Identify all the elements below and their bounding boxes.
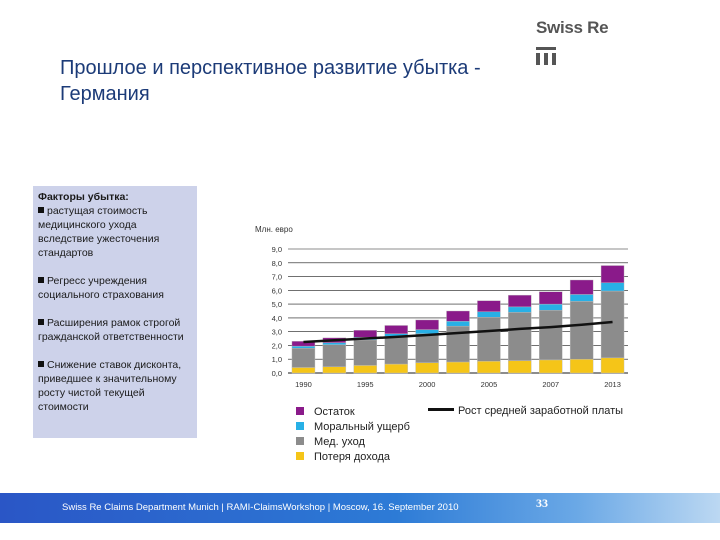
factor-text: Снижение ставок дисконта, приведшее к зн… [38, 359, 182, 413]
legend-label: Остаток [314, 406, 355, 418]
bar-segment [569, 279, 594, 295]
bar-segment [569, 301, 594, 360]
bar-segment [569, 359, 594, 374]
bar-segment [446, 321, 470, 327]
bar-segment [508, 312, 532, 361]
square-bullet-icon [38, 277, 44, 283]
bar-segment [384, 363, 408, 374]
swiss-re-logo-icon [536, 47, 556, 65]
bar-segment [446, 310, 470, 322]
bar-segment [322, 366, 347, 374]
bar-segment [353, 365, 377, 374]
x-tick-label: 2013 [604, 380, 621, 389]
bar-segment [600, 357, 625, 374]
x-tick-label: 2005 [481, 380, 498, 389]
bar-segment [291, 345, 316, 349]
factor-text: Расширения рамок строгой гражданской отв… [38, 317, 184, 343]
legend-swatch [296, 407, 304, 415]
square-bullet-icon [38, 361, 44, 367]
legend-item-moral-damage: Моральный ущерб [296, 420, 410, 435]
legend-item-income-loss: Потеря дохода [296, 450, 410, 465]
factor-item: растущая стоимость медицинского ухода вс… [38, 204, 192, 260]
square-bullet-icon [38, 319, 44, 325]
legend-label: Мед. уход [314, 436, 365, 448]
legend-item-medical-care: Мед. уход [296, 435, 410, 450]
footer-text: Swiss Re Claims Department Munich | RAMI… [62, 502, 459, 513]
bar-segment [600, 265, 625, 283]
y-axis-label: Млн. евро [255, 225, 293, 234]
y-tick-label: 1,0 [272, 355, 282, 364]
chart-legend: Остаток Моральный ущерб Мед. уход Потеря… [296, 405, 410, 465]
x-tick-label: 1995 [357, 380, 374, 389]
square-bullet-icon [38, 207, 44, 213]
bar-segment [600, 282, 625, 292]
y-tick-label: 8,0 [272, 259, 282, 268]
bar-segment [415, 319, 439, 330]
wage-growth-line [303, 320, 613, 344]
bar-segment [508, 294, 532, 308]
bar-segment [353, 339, 377, 366]
bar-segment [508, 306, 532, 313]
legend-label: Моральный ущерб [314, 421, 410, 433]
bar-segment [291, 367, 316, 374]
bar-segment [353, 330, 377, 338]
legend-swatch [296, 422, 304, 430]
bar-segment [415, 333, 439, 363]
footer-bar: Swiss Re Claims Department Munich | RAMI… [0, 493, 720, 523]
x-tick-label: 1990 [295, 380, 312, 389]
bar-segment [508, 360, 532, 374]
bar-segment [384, 325, 408, 334]
page-title: Прошлое и перспективное развитие убытка … [60, 57, 481, 105]
legend-swatch [296, 452, 304, 460]
loss-factors-panel: Факторы убытка: растущая стоимость медиц… [33, 186, 197, 438]
legend-swatch [296, 437, 304, 445]
bar-segment [569, 294, 594, 302]
bar-segment [446, 361, 470, 374]
factor-item: Снижение ставок дисконта, приведшее к зн… [38, 358, 192, 414]
bar-segment [322, 344, 347, 367]
y-tick-label: 4,0 [272, 314, 282, 323]
bar-segment [477, 361, 501, 374]
bar-segment [539, 291, 563, 305]
factors-heading: Факторы убытка: [38, 191, 129, 203]
bar-segment [291, 348, 316, 368]
bar-segment [415, 362, 439, 374]
bar-segment [539, 303, 563, 311]
page-number: 33 [536, 496, 548, 510]
factor-item: Регресс учреждения социального страхован… [38, 274, 192, 302]
x-tick-label: 2007 [542, 380, 559, 389]
bar-segment [384, 336, 408, 365]
bar-segment [415, 329, 439, 334]
y-tick-label: 6,0 [272, 286, 282, 295]
bar-segment [477, 317, 501, 362]
legend-label: Рост средней заработной платы [458, 405, 624, 417]
factor-text: Регресс учреждения социального страхован… [38, 275, 164, 301]
bar-segment [600, 290, 625, 359]
legend-line-swatch [428, 408, 454, 411]
y-tick-label: 9,0 [272, 245, 282, 254]
bar-segment [477, 300, 501, 312]
x-tick-label: 2000 [419, 380, 436, 389]
bar-segment [477, 311, 501, 318]
y-tick-label: 0,0 [272, 369, 282, 378]
bar-segment [539, 310, 563, 361]
legend-item-remainder: Остаток [296, 405, 410, 420]
legend-label: Потеря дохода [314, 451, 391, 463]
factor-item: Расширения рамок строгой гражданской отв… [38, 316, 192, 344]
logo-text: Swiss Re [536, 18, 609, 37]
y-tick-label: 5,0 [272, 300, 282, 309]
y-tick-label: 3,0 [272, 328, 282, 337]
stacked-bar-chart: 0,0 1,0 2,0 3,0 4,0 5,0 6,0 7,0 8,0 9,0 1990 1995 20… [272, 245, 628, 389]
bar-segment [322, 342, 347, 345]
y-tick-label: 7,0 [272, 273, 282, 282]
y-tick-label: 2,0 [272, 341, 282, 350]
factor-text: растущая стоимость медицинского ухода вс… [38, 205, 160, 259]
legend-item-wage-growth: Рост средней заработной платы [428, 405, 623, 417]
bar-segment [539, 359, 563, 374]
